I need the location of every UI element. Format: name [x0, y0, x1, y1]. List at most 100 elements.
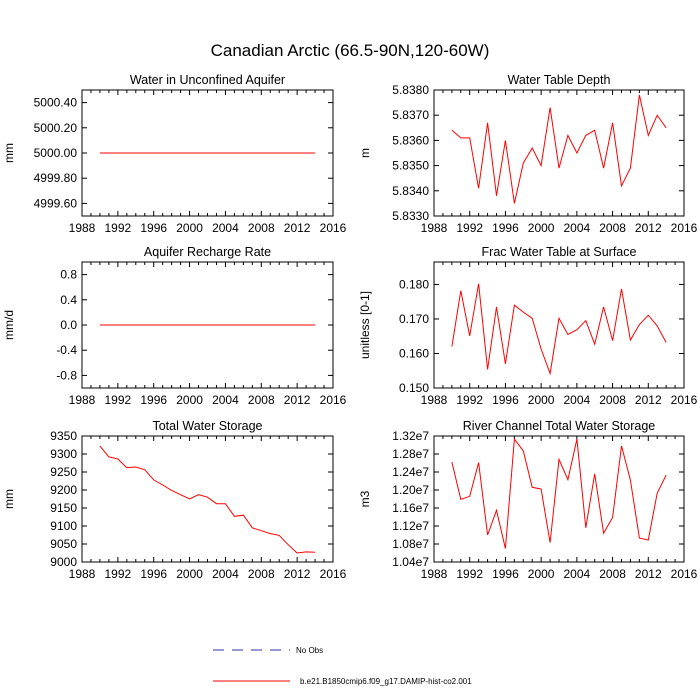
x-tick-label: 1988: [69, 567, 96, 581]
plot-frame: [433, 435, 685, 563]
y-tick-label: 9000: [50, 555, 77, 569]
y-tick-label: 9150: [50, 501, 77, 515]
series-line: [451, 437, 667, 549]
x-tick-label: 2004: [564, 221, 591, 235]
x-tick-label: 1996: [140, 221, 167, 235]
y-tick-label: 0.0: [60, 318, 77, 332]
y-tick-label: 5000.00: [34, 146, 78, 160]
x-tick-label: 2016: [671, 393, 698, 407]
series-line: [451, 94, 667, 204]
panel-title: Aquifer Recharge Rate: [144, 245, 271, 259]
x-tick-label: 2012: [284, 221, 311, 235]
y-tick-label: 0.8: [60, 268, 77, 282]
y-axis-label: unitless [0-1]: [358, 291, 372, 359]
y-axis-label: mm/d: [2, 310, 16, 340]
y-tick-label: 1.08e7: [392, 537, 429, 551]
x-tick-label: 2016: [320, 567, 347, 581]
x-tick-label: 2000: [528, 393, 555, 407]
panel-2: Water Table Depth 1988 1992 1996 2000 2004 200…: [358, 73, 698, 235]
x-tick-label: 2004: [564, 567, 591, 581]
x-tick-label: 2016: [320, 393, 347, 407]
panel-title: Water Table Depth: [508, 73, 611, 87]
x-tick-label: 1996: [492, 221, 519, 235]
legend-obs-label: No Obs: [296, 646, 323, 655]
x-tick-label: 2008: [248, 221, 275, 235]
y-tick-label: 9250: [50, 465, 77, 479]
x-tick-label: 2008: [599, 393, 626, 407]
y-tick-label: 1.16e7: [392, 501, 429, 515]
panel-1: Water in Unconfined Aquifer 1988 1992 1996 2…: [2, 73, 347, 235]
y-tick-label: 9200: [50, 483, 77, 497]
x-tick-label: 2000: [528, 567, 555, 581]
y-tick-label: 1.24e7: [392, 465, 429, 479]
panel-title: Frac Water Table at Surface: [482, 245, 637, 259]
y-tick-label: 1.20e7: [392, 483, 429, 497]
x-tick-label: 2012: [635, 221, 662, 235]
x-tick-label: 2004: [564, 393, 591, 407]
x-tick-label: 1992: [105, 567, 132, 581]
x-tick-label: 1988: [69, 393, 96, 407]
x-tick-label: 2000: [176, 567, 203, 581]
x-tick-label: 1992: [456, 221, 483, 235]
x-tick-label: 1996: [140, 393, 167, 407]
y-tick-label: 5.8370: [392, 108, 429, 122]
panel-title: Total Water Storage: [152, 419, 262, 433]
x-tick-label: 1996: [140, 567, 167, 581]
y-tick-label: 9300: [50, 447, 77, 461]
x-tick-label: 2016: [320, 221, 347, 235]
plot-frame: [81, 435, 334, 563]
y-axis-label: mm: [2, 489, 16, 509]
x-tick-label: 2008: [248, 393, 275, 407]
y-tick-label: 5.8350: [392, 159, 429, 173]
x-tick-label: 2012: [284, 567, 311, 581]
x-tick-label: 1992: [456, 393, 483, 407]
y-tick-label: 1.12e7: [392, 519, 429, 533]
plot-frame: [433, 89, 685, 217]
y-tick-label: 0.150: [399, 381, 429, 395]
x-tick-label: 2012: [284, 393, 311, 407]
x-tick-label: 2016: [671, 221, 698, 235]
y-tick-label: -0.4: [56, 343, 77, 357]
x-tick-label: 2008: [599, 567, 626, 581]
figure-title: Canadian Arctic (66.5-90N,120-60W): [211, 41, 490, 60]
y-tick-label: 9350: [50, 429, 77, 443]
y-tick-label: 0.180: [399, 277, 429, 291]
panel-5: Total Water Storage 1988 1992 1996 2000 2004 2…: [2, 419, 347, 581]
y-axis-label: m: [358, 148, 372, 158]
legend-model-label: b.e21.B1850cmip6.f09_g17.DAMIP-hist-co2.…: [300, 677, 472, 686]
y-tick-label: 0.4: [60, 293, 77, 307]
x-tick-label: 2004: [212, 393, 239, 407]
y-tick-label: 5000.20: [34, 121, 78, 135]
x-tick-label: 1988: [421, 393, 448, 407]
y-tick-label: 5.8380: [392, 83, 429, 97]
x-tick-label: 2000: [176, 221, 203, 235]
y-tick-label: 5.8340: [392, 184, 429, 198]
y-tick-label: 4999.80: [34, 171, 78, 185]
x-tick-label: 1996: [492, 567, 519, 581]
x-tick-label: 2012: [635, 567, 662, 581]
x-tick-label: 2012: [635, 393, 662, 407]
x-tick-label: 2008: [248, 567, 275, 581]
x-tick-label: 2004: [212, 221, 239, 235]
x-tick-label: 1988: [421, 221, 448, 235]
x-tick-label: 2000: [528, 221, 555, 235]
panel-title: Water in Unconfined Aquifer: [130, 73, 285, 87]
x-tick-label: 1992: [105, 393, 132, 407]
panel-title: River Channel Total Water Storage: [463, 419, 656, 433]
x-tick-label: 2008: [599, 221, 626, 235]
y-tick-label: -0.8: [56, 368, 77, 382]
x-tick-label: 1996: [492, 393, 519, 407]
x-tick-label: 1992: [105, 221, 132, 235]
y-tick-label: 5000.40: [34, 96, 78, 110]
y-tick-label: 0.160: [399, 346, 429, 360]
y-tick-label: 9050: [50, 537, 77, 551]
y-axis-label: mm: [2, 143, 16, 163]
y-tick-label: 4999.60: [34, 196, 78, 210]
panels-group: Water in Unconfined Aquifer 1988 1992 1996 2…: [2, 73, 698, 581]
x-tick-label: 2016: [671, 567, 698, 581]
y-tick-label: 0.170: [399, 312, 429, 326]
series-line: [451, 283, 667, 376]
y-tick-label: 1.32e7: [392, 429, 429, 443]
x-tick-label: 1992: [456, 567, 483, 581]
